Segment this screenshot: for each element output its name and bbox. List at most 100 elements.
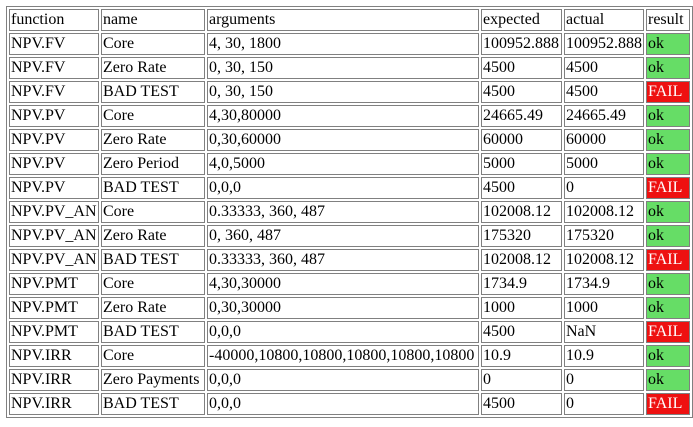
cell-expected: 5000 [481, 153, 562, 175]
cell-name: BAD TEST [101, 249, 205, 271]
table-row: NPV.PV Zero Period 4,0,5000 5000 5000 ok [9, 153, 690, 175]
cell-function: NPV.PMT [9, 321, 99, 343]
cell-actual: 4500 [564, 81, 644, 103]
result-badge: ok [646, 225, 690, 247]
cell-actual: 0 [564, 369, 644, 391]
table-row: NPV.PMT BAD TEST 0,0,0 4500 NaN FAIL [9, 321, 690, 343]
cell-arguments: 4,30,30000 [207, 273, 479, 295]
cell-function: NPV.FV [9, 81, 99, 103]
header-result: result [646, 9, 690, 31]
cell-arguments: 0,0,0 [207, 321, 479, 343]
table-row: NPV.PMT Zero Rate 0,30,30000 1000 1000 ok [9, 297, 690, 319]
table-row: NPV.PV_AN Zero Rate 0, 360, 487 175320 17532… [9, 225, 690, 247]
cell-expected: 60000 [481, 129, 562, 151]
cell-name: Zero Payments [101, 369, 205, 391]
cell-actual: NaN [564, 321, 644, 343]
cell-function: NPV.PMT [9, 273, 99, 295]
cell-function: NPV.PV_AN [9, 249, 99, 271]
result-badge: FAIL [646, 81, 690, 103]
cell-expected: 0 [481, 369, 562, 391]
header-row: function name arguments expected actual … [9, 9, 690, 31]
cell-function: NPV.IRR [9, 345, 99, 367]
cell-arguments: 4,30,80000 [207, 105, 479, 127]
table-row: NPV.IRR BAD TEST 0,0,0 4500 0 FAIL [9, 393, 690, 415]
result-badge: ok [646, 369, 690, 391]
result-badge: ok [646, 153, 690, 175]
cell-expected: 4500 [481, 57, 562, 79]
cell-name: Zero Rate [101, 57, 205, 79]
cell-function: NPV.FV [9, 57, 99, 79]
cell-arguments: 0,30,30000 [207, 297, 479, 319]
result-badge: ok [646, 129, 690, 151]
header-arguments: arguments [207, 9, 479, 31]
cell-arguments: 0.33333, 360, 487 [207, 201, 479, 223]
cell-name: Core [101, 105, 205, 127]
result-badge: ok [646, 57, 690, 79]
cell-name: Zero Period [101, 153, 205, 175]
test-results-table: function name arguments expected actual … [6, 6, 693, 418]
result-badge: FAIL [646, 393, 690, 415]
table-row: NPV.IRR Core -40000,10800,10800,10800,1080… [9, 345, 690, 367]
cell-arguments: 0,0,0 [207, 393, 479, 415]
cell-function: NPV.PMT [9, 297, 99, 319]
cell-function: NPV.PV_AN [9, 225, 99, 247]
results-body: NPV.FV Core 4, 30, 1800 100952.888 100952.88… [9, 33, 690, 415]
table-row: NPV.PV Zero Rate 0,30,60000 60000 60000 ok [9, 129, 690, 151]
cell-actual: 1000 [564, 297, 644, 319]
cell-expected: 10.9 [481, 345, 562, 367]
cell-expected: 175320 [481, 225, 562, 247]
cell-name: Zero Rate [101, 225, 205, 247]
result-badge: FAIL [646, 177, 690, 199]
cell-arguments: 0, 360, 487 [207, 225, 479, 247]
result-badge: FAIL [646, 249, 690, 271]
cell-function: NPV.PV [9, 177, 99, 199]
result-badge: FAIL [646, 321, 690, 343]
table-row: NPV.PMT Core 4,30,30000 1734.9 1734.9 ok [9, 273, 690, 295]
cell-actual: 0 [564, 177, 644, 199]
result-badge: ok [646, 105, 690, 127]
cell-expected: 4500 [481, 177, 562, 199]
result-badge: ok [646, 33, 690, 55]
cell-function: NPV.PV_AN [9, 201, 99, 223]
cell-arguments: 4,0,5000 [207, 153, 479, 175]
cell-name: Core [101, 201, 205, 223]
result-badge: ok [646, 297, 690, 319]
cell-expected: 4500 [481, 81, 562, 103]
header-function: function [9, 9, 99, 31]
cell-actual: 102008.12 [564, 201, 644, 223]
cell-arguments: 0.33333, 360, 487 [207, 249, 479, 271]
cell-arguments: 0, 30, 150 [207, 57, 479, 79]
cell-expected: 4500 [481, 393, 562, 415]
result-badge: ok [646, 201, 690, 223]
cell-actual: 60000 [564, 129, 644, 151]
cell-actual: 10.9 [564, 345, 644, 367]
result-badge: ok [646, 345, 690, 367]
cell-arguments: 0,30,60000 [207, 129, 479, 151]
cell-function: NPV.PV [9, 105, 99, 127]
cell-name: BAD TEST [101, 321, 205, 343]
cell-expected: 1000 [481, 297, 562, 319]
table-row: NPV.IRR Zero Payments 0,0,0 0 0 ok [9, 369, 690, 391]
header-expected: expected [481, 9, 562, 31]
cell-expected: 24665.49 [481, 105, 562, 127]
result-badge: ok [646, 273, 690, 295]
cell-arguments: -40000,10800,10800,10800,10800,10800 [207, 345, 479, 367]
cell-arguments: 0,0,0 [207, 369, 479, 391]
table-row: NPV.PV Core 4,30,80000 24665.49 24665.49 ok [9, 105, 690, 127]
cell-actual: 1734.9 [564, 273, 644, 295]
cell-name: Zero Rate [101, 129, 205, 151]
cell-actual: 4500 [564, 57, 644, 79]
cell-actual: 175320 [564, 225, 644, 247]
header-name: name [101, 9, 205, 31]
cell-name: BAD TEST [101, 393, 205, 415]
table-row: NPV.PV_AN Core 0.33333, 360, 487 102008.12 1… [9, 201, 690, 223]
cell-name: Zero Rate [101, 297, 205, 319]
cell-arguments: 0,0,0 [207, 177, 479, 199]
table-row: NPV.FV Core 4, 30, 1800 100952.888 100952.88… [9, 33, 690, 55]
cell-actual: 0 [564, 393, 644, 415]
cell-actual: 24665.49 [564, 105, 644, 127]
cell-name: Core [101, 273, 205, 295]
cell-actual: 100952.888 [564, 33, 644, 55]
cell-function: NPV.PV [9, 153, 99, 175]
cell-expected: 100952.888 [481, 33, 562, 55]
